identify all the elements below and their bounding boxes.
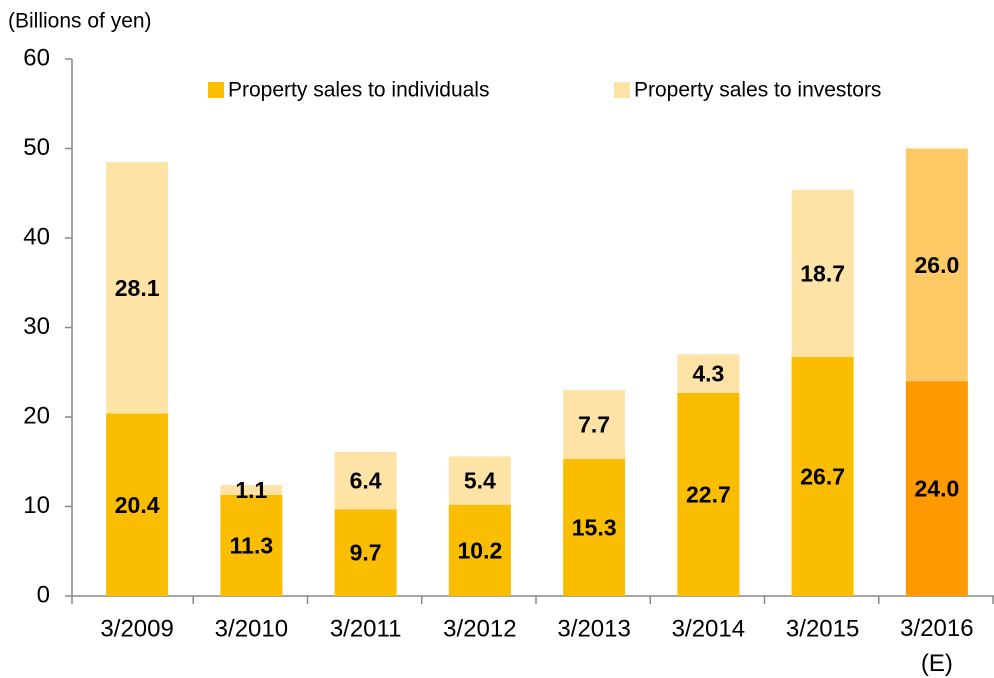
value-label: 20.4	[115, 492, 160, 518]
bar-segment	[791, 357, 854, 596]
y-tick-label: 50	[23, 134, 50, 161]
bar-segment	[677, 392, 740, 596]
value-label: 11.3	[230, 533, 274, 559]
value-label: 15.3	[572, 515, 617, 541]
x-tick-label: 3/2016 (E)	[900, 615, 973, 677]
legend-label: Property sales to individuals	[228, 79, 489, 102]
value-label: 4.3	[692, 361, 724, 387]
bar-segment	[448, 456, 511, 505]
x-tick-label: 3/2009	[100, 615, 173, 642]
y-tick-label: 10	[23, 492, 50, 519]
bar-segment	[334, 509, 397, 596]
bar-segment	[905, 381, 968, 596]
x-tick-label: 3/2011	[330, 615, 402, 642]
x-tick-label: 3/2013	[557, 615, 630, 642]
y-tick-label: 60	[23, 44, 50, 71]
y-tick-label: 20	[23, 402, 50, 429]
legend-label: Property sales to investors	[634, 79, 881, 102]
legend-swatch	[614, 82, 630, 98]
bar-segment	[106, 413, 169, 596]
value-label: 6.4	[350, 468, 382, 494]
bar-segment	[563, 459, 626, 596]
value-label: 5.4	[464, 468, 496, 494]
bar-segment	[334, 451, 397, 510]
y-axis-label: (Billions of yen)	[8, 10, 152, 33]
legend-swatch	[208, 82, 224, 98]
bar-segment	[677, 354, 740, 393]
value-label: 7.7	[578, 412, 610, 438]
bar-segment	[106, 161, 169, 414]
value-label: 1.1	[235, 477, 267, 503]
x-tick-label: 3/2010	[215, 615, 288, 642]
bar-segment	[791, 189, 854, 358]
bar-segment	[448, 504, 511, 596]
value-label: 26.0	[914, 252, 959, 278]
value-label: 26.7	[800, 464, 845, 490]
x-tick-label: 3/2015	[786, 615, 859, 642]
value-label: 22.7	[686, 481, 731, 507]
bar-segment	[563, 390, 626, 460]
value-label: 18.7	[800, 260, 845, 286]
value-label: 28.1	[115, 275, 160, 301]
x-tick-label: 3/2012	[443, 615, 516, 642]
x-tick-label: 3/2014	[672, 615, 745, 642]
bar-segment	[220, 485, 283, 495]
y-tick-label: 40	[23, 223, 50, 250]
value-label: 9.7	[350, 540, 382, 566]
value-label: 10.2	[457, 537, 502, 563]
y-tick-label: 30	[23, 313, 50, 340]
bar-segment	[905, 148, 968, 382]
y-tick-label: 0	[37, 581, 50, 608]
bar-segment	[220, 494, 283, 596]
value-label: 24.0	[914, 476, 959, 502]
